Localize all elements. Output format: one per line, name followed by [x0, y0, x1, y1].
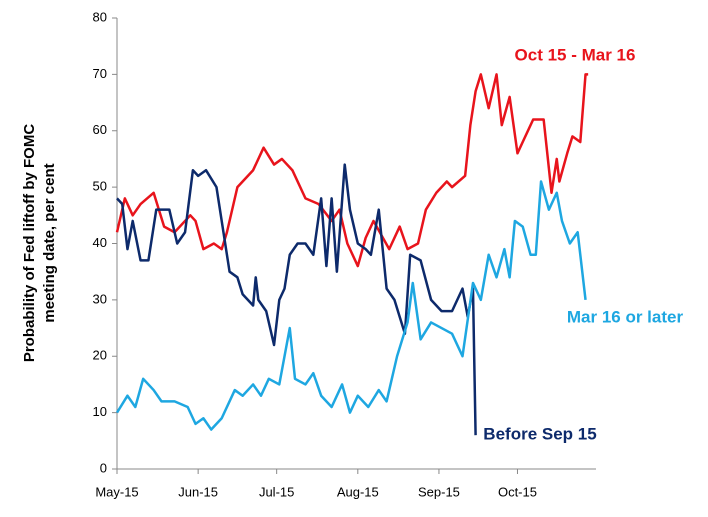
series-line	[115, 180, 587, 431]
y-tick-label: 80	[93, 9, 107, 24]
y-tick-label: 0	[100, 460, 107, 475]
series-line	[116, 163, 477, 436]
x-tick-label: Jun-15	[178, 484, 218, 499]
x-tick-label: Oct-15	[498, 484, 537, 499]
y-tick-label: 50	[93, 179, 107, 194]
series-label: Oct 15 - Mar 16	[515, 45, 636, 64]
y-tick-label: 30	[93, 291, 107, 306]
y-axis-label: meeting date, per cent	[41, 163, 58, 322]
y-tick-label: 20	[93, 348, 107, 363]
y-tick-label: 40	[93, 235, 107, 250]
series-label: Before Sep 15	[483, 424, 596, 443]
y-tick-label: 70	[93, 66, 107, 81]
y-tick-label: 60	[93, 122, 107, 137]
x-tick-label: Jul-15	[259, 484, 294, 499]
x-tick-label: Sep-15	[418, 484, 460, 499]
series-line	[115, 73, 589, 268]
x-tick-label: Aug-15	[337, 484, 379, 499]
x-tick-label: May-15	[95, 484, 138, 499]
y-axis-label: Probability of Fed liftoff by FOMC	[21, 124, 38, 362]
y-tick-label: 10	[93, 404, 107, 419]
series-label: Mar 16 or later	[567, 307, 684, 326]
